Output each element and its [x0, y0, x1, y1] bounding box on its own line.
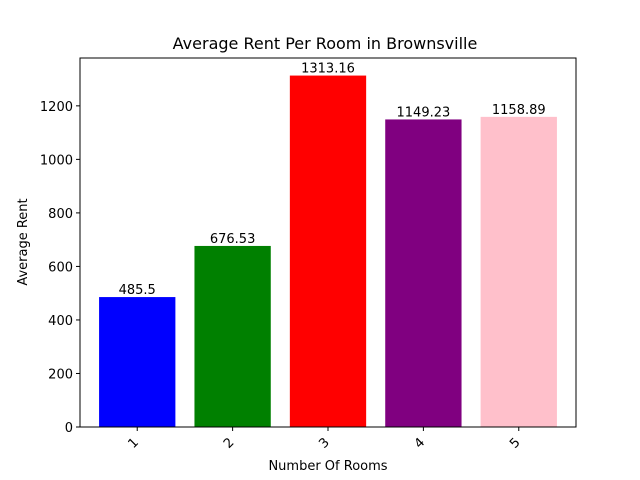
y-tick-label: 0	[65, 421, 73, 436]
x-axis-label: Number Of Rooms	[268, 459, 387, 474]
bar-rooms-3	[289, 75, 367, 428]
y-tick-label: 1000	[40, 153, 73, 168]
bar-rooms-2	[194, 245, 271, 427]
bar-rooms-1	[99, 297, 176, 427]
bar-value-label: 1149.23	[397, 105, 451, 120]
bar-value-label: 676.53	[210, 232, 256, 247]
y-tick-label: 200	[48, 367, 73, 382]
bar-rooms-5	[480, 116, 557, 427]
y-tick-label: 400	[48, 314, 73, 329]
bar-value-label: 1313.16	[301, 62, 355, 77]
y-tick-label: 800	[48, 207, 73, 222]
bar-rooms-4	[385, 119, 462, 427]
chart-title: Average Rent Per Room in Brownsville	[173, 34, 478, 53]
y-tick-label: 600	[48, 260, 73, 275]
bar-value-label: 1158.89	[492, 103, 546, 118]
y-axis: 0 200 400 600 800 1000 1200	[40, 100, 80, 436]
y-axis-label: Average Rent	[16, 198, 31, 285]
plot-frame	[79, 57, 577, 428]
bar-value-label: 485.5	[119, 283, 156, 298]
y-tick-label: 1200	[40, 100, 73, 115]
bars-group: 485.5 676.53 1313.16 1149.23 1158.89	[99, 62, 557, 428]
